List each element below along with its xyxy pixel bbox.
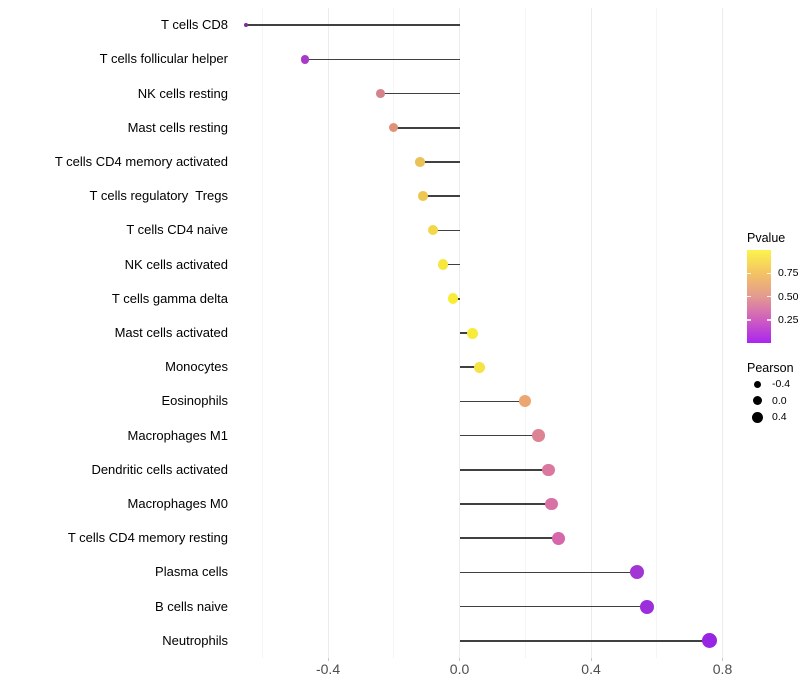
lollipop-dot (389, 123, 399, 133)
category-label: Dendritic cells activated (91, 461, 228, 477)
category-label: NK cells activated (124, 256, 228, 272)
pvalue-legend-title: Pvalue (747, 231, 786, 245)
lollipop-stem (443, 263, 460, 266)
category-label: T cells CD8 (161, 17, 228, 33)
lollipop-stem (459, 366, 480, 368)
lollipop-stem (423, 195, 460, 197)
category-label: T cells regulatory Tregs (89, 188, 228, 204)
lollipop-stem (459, 605, 647, 608)
lollipop-stem (420, 161, 460, 163)
colorbar-tick (747, 272, 751, 274)
category-label: Neutrophils (162, 632, 228, 648)
pearson-size-label: -0.4 (772, 378, 791, 390)
x-axis-tick-label: -0.4 (315, 661, 341, 677)
lollipop-dot (467, 327, 479, 339)
pearson-legend-title: Pearson (747, 361, 794, 375)
lollipop-dot (473, 361, 485, 373)
major-gridline (590, 8, 592, 658)
lollipop-dot (532, 429, 545, 442)
lollipop-stem (305, 58, 460, 61)
lollipop-dot (545, 497, 558, 511)
x-axis-tick (327, 658, 329, 661)
lollipop-stem (380, 92, 460, 95)
colorbar-tick (747, 295, 751, 298)
lollipop-stem (393, 126, 460, 129)
lollipop-dot (376, 89, 386, 98)
lollipop-dot (630, 565, 645, 580)
lollipop-dot (300, 55, 310, 64)
colorbar-tick (767, 319, 771, 321)
lollipop-stem (433, 229, 460, 232)
lollipop-dot (541, 463, 555, 477)
lollipop-stem (459, 434, 539, 437)
lollipop-stem (459, 503, 552, 505)
minor-gridline (524, 8, 526, 658)
category-label: Eosinophils (161, 393, 229, 409)
lollipop-dot (415, 157, 425, 167)
lollipop-dot (437, 259, 449, 270)
minor-gridline (656, 8, 658, 658)
pearson-size-label: 0.0 (772, 394, 787, 407)
colorbar-tick-label: 0.25 (778, 313, 799, 326)
x-axis-tick (722, 658, 723, 661)
x-axis-tick-label: 0.0 (449, 661, 470, 677)
category-label: Mast cells activated (114, 325, 228, 340)
pearson-size-dot (753, 380, 761, 388)
category-label: T cells follicular helper (99, 51, 228, 67)
lollipop-dot (447, 293, 459, 305)
category-label: Macrophages M1 (127, 427, 228, 443)
colorbar-tick (767, 295, 771, 298)
lollipop-dot (701, 633, 717, 649)
category-label: T cells CD4 memory resting (67, 530, 228, 546)
colorbar-tick-label: 0.50 (778, 290, 799, 303)
pearson-size-label: 0.4 (772, 411, 787, 423)
x-axis-tick (590, 658, 592, 661)
lollipop-dot (418, 191, 429, 202)
lollipop-dot (243, 23, 248, 28)
lollipop-stem (459, 640, 710, 642)
pearson-size-dot (752, 396, 762, 405)
lollipop-stem (459, 332, 473, 334)
lollipop-stem (245, 24, 460, 26)
minor-gridline (393, 8, 395, 658)
category-label: B cells naive (155, 598, 228, 614)
major-gridline (327, 8, 329, 658)
lollipop-dot (519, 395, 532, 408)
category-label: Mast cells resting (127, 119, 228, 135)
category-label: Macrophages M0 (127, 496, 228, 512)
lollipop-stem (459, 571, 638, 574)
lollipop-dot (428, 225, 439, 236)
lollipop-dot (551, 531, 565, 545)
colorbar-tick-label: 0.75 (778, 267, 799, 280)
pearson-size-dot (751, 411, 763, 423)
x-axis-tick-label: 0.4 (581, 661, 601, 677)
lollipop-dot (639, 599, 654, 614)
lollipop-stem (459, 537, 559, 540)
lollipop-stem (459, 469, 549, 471)
category-label: T cells gamma delta (111, 290, 228, 306)
major-gridline (722, 8, 723, 658)
lollipop-stem (459, 400, 526, 403)
minor-gridline (261, 8, 263, 658)
colorbar-tick (767, 272, 771, 274)
category-label: T cells CD4 naive (126, 222, 228, 238)
category-label: Monocytes (165, 359, 228, 375)
x-axis-tick-label: 0.8 (712, 661, 733, 677)
category-label: T cells CD4 memory activated (54, 153, 228, 169)
colorbar-tick (747, 319, 751, 321)
category-label: NK cells resting (137, 85, 228, 101)
category-label: Plasma cells (155, 564, 228, 580)
x-axis-tick (459, 658, 461, 661)
